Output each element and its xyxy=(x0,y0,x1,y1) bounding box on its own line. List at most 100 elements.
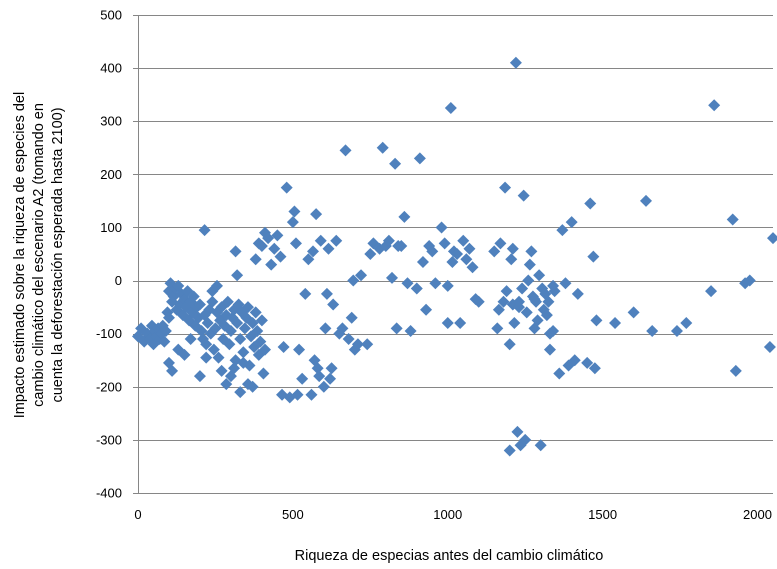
data-point xyxy=(416,255,429,268)
data-point xyxy=(525,245,538,258)
data-point xyxy=(212,351,225,364)
y-tick-label: -400 xyxy=(96,486,122,501)
y-tick-labels: -400 -300 -200 -100 0 100 200 300 400 500 xyxy=(96,8,122,501)
y-tick-label: 300 xyxy=(100,114,122,129)
data-point xyxy=(547,279,560,292)
data-point xyxy=(729,364,742,377)
x-tick-label: 2000 xyxy=(743,507,772,522)
y-axis-title: Impacto estimado sobre la riqueza de esp… xyxy=(12,92,66,418)
data-point xyxy=(220,378,233,391)
data-point xyxy=(342,332,355,345)
x-tick-label: 0 xyxy=(134,507,141,522)
data-point xyxy=(705,285,718,298)
data-point xyxy=(311,362,324,375)
x-tick-label: 1000 xyxy=(433,507,462,522)
data-point xyxy=(519,433,532,446)
data-point xyxy=(324,372,337,385)
data-point xyxy=(336,322,349,335)
data-point xyxy=(255,314,268,327)
data-point xyxy=(511,425,524,438)
data-point xyxy=(488,245,501,258)
data-point xyxy=(410,282,423,295)
data-point xyxy=(528,293,541,306)
data-point xyxy=(200,351,213,364)
data-point xyxy=(293,343,306,356)
data-point xyxy=(330,234,343,247)
data-point xyxy=(556,224,569,237)
y-tick-label: 500 xyxy=(100,8,122,23)
data-point xyxy=(305,388,318,401)
data-point xyxy=(726,213,739,226)
data-point xyxy=(542,295,555,308)
data-point xyxy=(195,325,208,338)
data-point xyxy=(435,221,448,234)
data-point xyxy=(166,364,179,377)
data-point xyxy=(426,245,439,258)
y-tick-label: 400 xyxy=(100,61,122,76)
data-point xyxy=(680,317,693,330)
data-point xyxy=(513,295,525,308)
data-point xyxy=(198,224,211,237)
data-point xyxy=(237,346,250,359)
x-tick-labels: 0 500 1000 1500 2000 xyxy=(134,507,772,522)
data-point xyxy=(441,279,454,292)
data-point xyxy=(627,306,640,319)
data-point xyxy=(457,234,470,247)
y-tick-label: -300 xyxy=(96,432,122,447)
data-point xyxy=(288,205,301,218)
data-point xyxy=(516,282,529,295)
data-point xyxy=(277,340,290,353)
data-point xyxy=(491,322,504,335)
data-point xyxy=(438,237,451,250)
data-point xyxy=(763,340,776,353)
data-point xyxy=(472,295,485,308)
data-point xyxy=(376,141,389,154)
data-point xyxy=(257,367,270,380)
data-point xyxy=(262,232,275,245)
data-point xyxy=(209,322,222,335)
data-point xyxy=(319,322,332,335)
data-point xyxy=(159,325,172,338)
data-point xyxy=(351,338,364,351)
data-point xyxy=(708,99,721,112)
data-point xyxy=(520,306,533,319)
data-point xyxy=(506,242,519,255)
data-point xyxy=(500,285,513,298)
data-point xyxy=(259,343,271,356)
data-point xyxy=(193,370,206,383)
data-point xyxy=(322,242,335,255)
data-point xyxy=(523,258,536,271)
data-point xyxy=(231,317,244,330)
data-point xyxy=(404,325,417,338)
data-point xyxy=(533,269,546,282)
data-point xyxy=(497,295,510,308)
y-axis-title-line-2: cambio climático del escenario A2 (toman… xyxy=(31,103,47,407)
x-tick-label: 500 xyxy=(282,507,304,522)
y-axis-title-line-1: Impacto estimado sobre la riqueza de esp… xyxy=(12,92,28,418)
y-axis-title-line-3: cuenta la deforestación esperada hasta 2… xyxy=(50,107,66,402)
data-point xyxy=(446,255,459,268)
data-point xyxy=(767,232,777,245)
data-point xyxy=(251,325,264,338)
y-tick-label: -200 xyxy=(96,379,122,394)
data-point xyxy=(229,245,242,258)
data-point xyxy=(254,335,267,348)
data-point xyxy=(382,234,395,247)
data-point xyxy=(503,444,516,457)
data-point xyxy=(463,242,476,255)
data-point xyxy=(313,370,326,383)
data-point xyxy=(268,242,281,255)
data-point xyxy=(499,181,512,194)
data-point xyxy=(395,240,408,253)
data-point xyxy=(386,271,398,284)
data-point xyxy=(543,327,556,340)
data-point xyxy=(588,362,601,375)
data-point xyxy=(389,157,402,170)
data-point xyxy=(743,274,756,287)
data-point xyxy=(364,248,377,260)
data-point xyxy=(553,367,566,380)
data-point xyxy=(314,234,327,247)
data-point xyxy=(454,317,467,330)
data-point xyxy=(587,250,600,263)
data-point xyxy=(609,317,622,330)
